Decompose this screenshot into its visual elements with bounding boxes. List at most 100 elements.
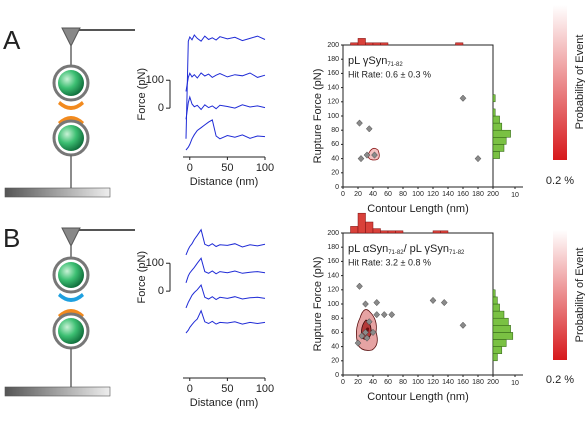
x-tick-label: 40 bbox=[369, 379, 377, 386]
histogram-bar bbox=[492, 353, 498, 362]
y-tick-label: 200 bbox=[327, 42, 339, 49]
point bbox=[362, 300, 369, 308]
x-tick-label: 140 bbox=[442, 191, 454, 198]
y-tick-label: 120 bbox=[327, 287, 339, 294]
annotation: pL γSyn71-82 bbox=[348, 55, 403, 68]
point bbox=[429, 296, 437, 305]
force-trace bbox=[185, 72, 266, 92]
histogram-bar bbox=[432, 230, 441, 234]
point bbox=[373, 299, 381, 307]
y-tick-label: 100 bbox=[146, 257, 164, 269]
point bbox=[362, 328, 369, 336]
force-trace bbox=[185, 257, 266, 283]
x-tick-label: 10 bbox=[511, 380, 519, 387]
annotation-text: pL αSyn bbox=[348, 243, 388, 255]
y-axis-label: Force (pN) bbox=[136, 251, 148, 304]
y-tick-label: 40 bbox=[331, 343, 339, 350]
x-tick-label: 60 bbox=[384, 191, 392, 198]
point bbox=[373, 311, 381, 319]
y-tick-label: 180 bbox=[327, 56, 339, 63]
density-contour bbox=[356, 147, 380, 351]
point bbox=[369, 328, 377, 336]
y-tick-label: 20 bbox=[331, 358, 339, 365]
histogram-bar bbox=[492, 339, 507, 347]
annotation-text: pL γSyn bbox=[348, 55, 387, 67]
histogram-bar bbox=[387, 230, 396, 234]
annotation: pL αSyn71-82/ pL γSyn71-82 bbox=[348, 243, 465, 256]
histogram-bar bbox=[492, 346, 503, 354]
force-trace bbox=[185, 119, 266, 151]
colorbar-tick-label: 0.2 % bbox=[546, 374, 574, 386]
point bbox=[363, 151, 371, 159]
y-tick-label: 80 bbox=[331, 315, 339, 322]
panel-label: B bbox=[3, 223, 20, 253]
x-tick-label: 80 bbox=[399, 191, 407, 198]
x-tick-label: 100 bbox=[412, 191, 424, 198]
x-tick-label: 160 bbox=[457, 191, 469, 198]
histogram-bar bbox=[395, 230, 404, 234]
histogram-bar bbox=[492, 94, 496, 103]
point bbox=[365, 125, 373, 133]
y-tick-label: 100 bbox=[327, 113, 339, 120]
annotation-sub: 71-82 bbox=[388, 250, 404, 256]
x-axis-label: Contour Length (nm) bbox=[367, 391, 469, 403]
y-tick-label: 140 bbox=[327, 84, 339, 91]
histogram-bar bbox=[492, 303, 500, 312]
x-tick-label: 0 bbox=[341, 191, 345, 198]
x-tick-label: 160 bbox=[457, 379, 469, 386]
y-tick-label: 0 bbox=[335, 372, 339, 379]
point bbox=[459, 94, 467, 102]
colorbar bbox=[553, 230, 567, 360]
force-trace bbox=[185, 34, 266, 139]
point bbox=[371, 151, 378, 159]
panel-label: A bbox=[3, 25, 21, 55]
x-tick-label: 200 bbox=[487, 191, 499, 198]
histogram-bar bbox=[365, 221, 374, 234]
y-axis-label: Force (pN) bbox=[136, 68, 148, 121]
histogram-bar bbox=[492, 310, 505, 319]
point bbox=[357, 155, 365, 163]
x-tick-label: 100 bbox=[412, 379, 424, 386]
y-tick-label: 0 bbox=[158, 102, 164, 114]
x-tick-label: 0 bbox=[341, 379, 345, 386]
hit-rate: Hit Rate: 0.6 ± 0.3 % bbox=[348, 69, 431, 79]
point bbox=[358, 332, 366, 340]
point bbox=[380, 311, 388, 319]
y-tick-label: 100 bbox=[327, 301, 339, 308]
point bbox=[440, 299, 448, 307]
histogram-bar bbox=[455, 42, 464, 46]
histogram-bar bbox=[492, 115, 500, 124]
histogram-bar bbox=[357, 38, 366, 46]
force-trace bbox=[185, 228, 266, 256]
x-tick-label: 40 bbox=[369, 191, 377, 198]
x-axis-label: Contour Length (nm) bbox=[367, 203, 469, 215]
histogram-bar bbox=[365, 42, 374, 46]
point bbox=[388, 311, 396, 319]
annotation-sub: 71-82 bbox=[449, 250, 465, 256]
y-tick-label: 80 bbox=[331, 127, 339, 134]
histogram-bar bbox=[492, 137, 507, 145]
x-tick-label: 10 bbox=[511, 192, 519, 199]
x-tick-label: 100 bbox=[256, 162, 274, 174]
y-tick-label: 40 bbox=[331, 155, 339, 162]
hit-rate: Hit Rate: 3.2 ± 0.8 % bbox=[348, 257, 431, 267]
colorbar-tick-label: 0.2 % bbox=[546, 175, 574, 187]
x-tick-label: 60 bbox=[384, 379, 392, 386]
point bbox=[459, 321, 467, 329]
histogram-bar bbox=[357, 212, 366, 234]
histogram-bar bbox=[492, 151, 500, 159]
y-tick-label: 60 bbox=[331, 141, 339, 148]
histogram-bar bbox=[492, 129, 511, 138]
y-tick-label: 0 bbox=[158, 285, 164, 297]
colorbar-label: Probability of Event bbox=[574, 35, 585, 130]
annotation-text: / pL γSyn bbox=[404, 243, 449, 255]
x-tick-label: 50 bbox=[221, 383, 233, 395]
x-tick-label: 80 bbox=[399, 379, 407, 386]
histogram-bar bbox=[372, 228, 381, 234]
point bbox=[356, 282, 363, 290]
y-axis-label: Rupture Force (pN) bbox=[312, 257, 324, 352]
x-tick-label: 140 bbox=[442, 379, 454, 386]
point bbox=[354, 339, 362, 347]
point bbox=[363, 334, 371, 342]
histogram-bar bbox=[492, 296, 498, 305]
